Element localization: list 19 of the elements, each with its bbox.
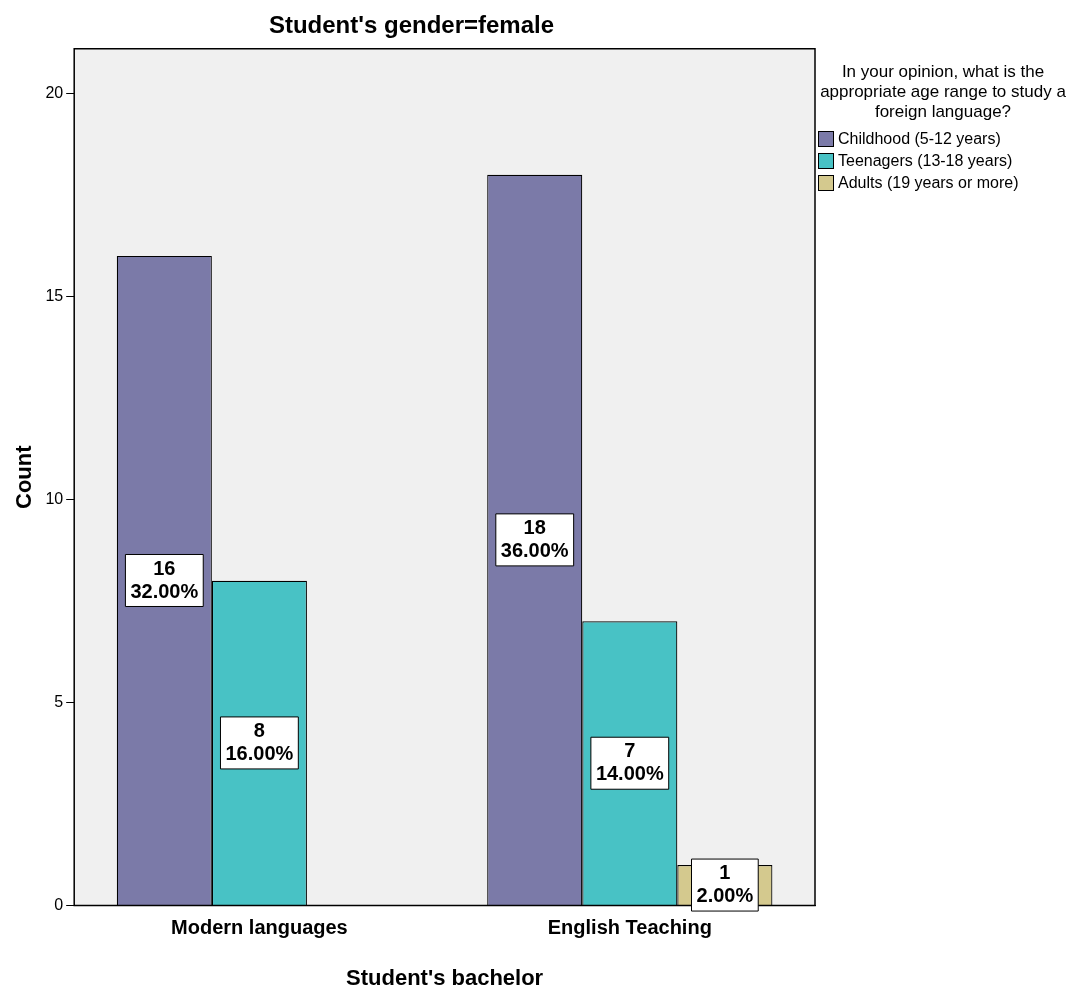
y-axis-title: Count [11, 444, 37, 509]
data-label: 16 32.00% [130, 556, 199, 602]
y-tick-label: 20 [45, 83, 64, 101]
data-label: 18 36.00% [500, 515, 569, 561]
legend-label: Teenagers (13-18 years) [838, 152, 1013, 170]
data-label: 1 2.00% [696, 861, 754, 907]
x-axis-title: Student's bachelor [346, 964, 544, 990]
y-tick-label: 0 [54, 896, 64, 914]
legend-label: Adults (19 years or more) [838, 174, 1019, 192]
y-tick-label: 5 [54, 692, 64, 710]
data-label: 7 14.00% [595, 739, 664, 785]
chart-title: Student's gender=female [268, 11, 555, 39]
y-tick-label: 15 [45, 286, 64, 304]
x-tick-label: Modern languages [171, 916, 348, 939]
legend-title: In your opinion, what is the appropriate age range to study a foreign language? [819, 62, 1067, 122]
data-label: 8 16.00% [225, 718, 294, 764]
y-tick-label: 10 [45, 489, 64, 507]
x-tick-label: English Teaching [547, 916, 712, 939]
legend-label: Childhood (5-12 years) [838, 130, 1001, 148]
